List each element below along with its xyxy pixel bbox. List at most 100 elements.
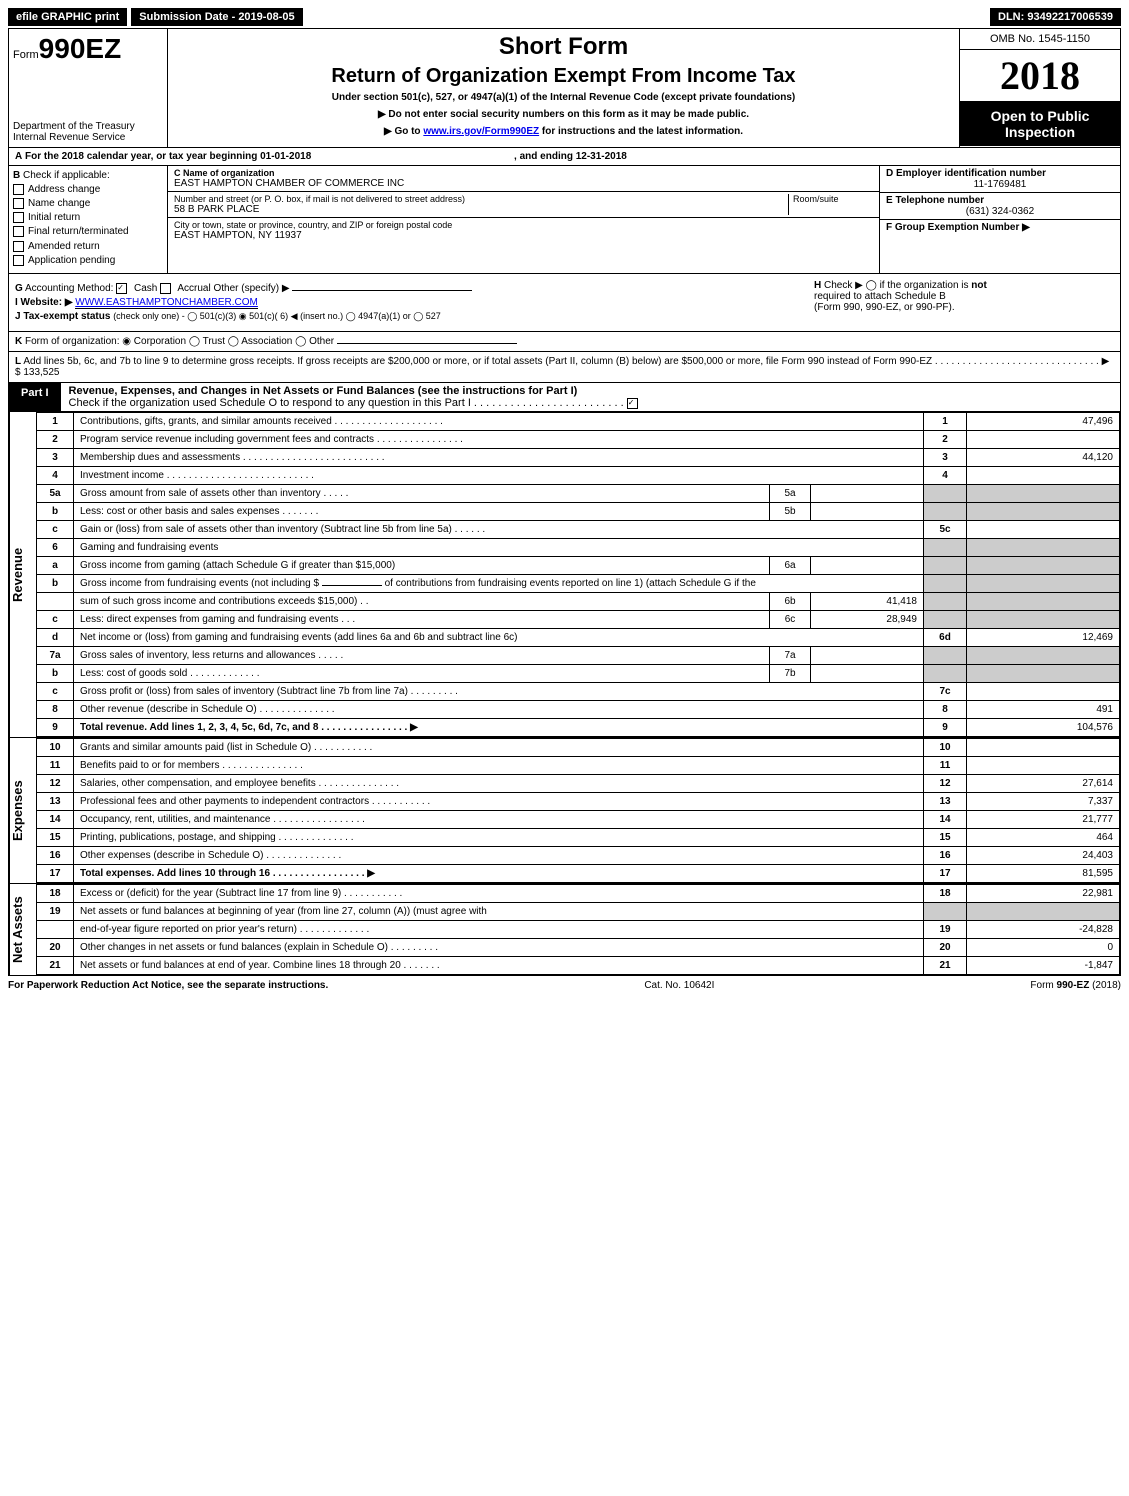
- radio-cash-icon[interactable]: [116, 283, 127, 294]
- expenses-section: Expenses 10Grants and similar amounts pa…: [9, 737, 1120, 883]
- line-ref: 15: [924, 828, 967, 846]
- irs-link[interactable]: www.irs.gov/Form990EZ: [423, 126, 539, 137]
- dept2: Internal Revenue Service: [13, 132, 163, 143]
- check-label: Final return/terminated: [28, 227, 129, 238]
- line-desc: Program service revenue including govern…: [74, 430, 924, 448]
- line-num: 5a: [37, 484, 74, 502]
- check-amended-return[interactable]: Amended return: [13, 241, 163, 252]
- line-val: 491: [967, 700, 1120, 718]
- checkbox-icon[interactable]: [13, 241, 24, 252]
- line-desc: Gross sales of inventory, less returns a…: [74, 646, 770, 664]
- check-application-pending[interactable]: Application pending: [13, 255, 163, 266]
- line-num: b: [37, 664, 74, 682]
- line-val: 21,777: [967, 810, 1120, 828]
- table-row: cGross profit or (loss) from sales of in…: [37, 682, 1120, 700]
- table-row: 15Printing, publications, postage, and s…: [37, 828, 1120, 846]
- j-label: J Tax-exempt status: [15, 311, 110, 322]
- city-value: EAST HAMPTON, NY 11937: [174, 230, 873, 241]
- line-num: c: [37, 682, 74, 700]
- b-text: Check if applicable:: [23, 170, 110, 181]
- line-l: L Add lines 5b, 6c, and 7b to line 9 to …: [9, 352, 1120, 383]
- gh-right: H Check ▶ ◯ if the organization is not r…: [814, 280, 1114, 325]
- line-desc: Membership dues and assessments . . . . …: [74, 448, 924, 466]
- h-not: not: [971, 280, 987, 291]
- line-num: 21: [37, 956, 74, 974]
- shaded-cell: [967, 502, 1120, 520]
- checkbox-icon[interactable]: [13, 226, 24, 237]
- line-val: [967, 738, 1120, 756]
- line-num: 11: [37, 756, 74, 774]
- line-num: c: [37, 520, 74, 538]
- line-num: 8: [37, 700, 74, 718]
- efile-button[interactable]: efile GRAPHIC print: [8, 8, 127, 26]
- line6b-pre: Gross income from fundraising events (no…: [80, 578, 322, 589]
- line-ref: 8: [924, 700, 967, 718]
- inter-ref: 5a: [770, 484, 811, 502]
- short-form-title: Short Form: [176, 33, 951, 61]
- line-val: 12,469: [967, 628, 1120, 646]
- check-initial-return[interactable]: Initial return: [13, 212, 163, 223]
- line-ref: 13: [924, 792, 967, 810]
- table-row: 10Grants and similar amounts paid (list …: [37, 738, 1120, 756]
- entity-section: B Check if applicable: Address change Na…: [9, 166, 1120, 274]
- line6b-post: of contributions from fundraising events…: [382, 578, 756, 589]
- table-row: 5aGross amount from sale of assets other…: [37, 484, 1120, 502]
- checkbox-icon[interactable]: [13, 198, 24, 209]
- footer-center: Cat. No. 10642I: [644, 980, 714, 991]
- line-num: 10: [37, 738, 74, 756]
- table-row: 4Investment income . . . . . . . . . . .…: [37, 466, 1120, 484]
- inter-ref: 7b: [770, 664, 811, 682]
- table-row: 2Program service revenue including gover…: [37, 430, 1120, 448]
- line-desc: Total expenses. Add lines 10 through 16 …: [74, 864, 924, 882]
- line-ref: 1: [924, 412, 967, 430]
- table-row: 16Other expenses (describe in Schedule O…: [37, 846, 1120, 864]
- table-row: 14Occupancy, rent, utilities, and mainte…: [37, 810, 1120, 828]
- line-desc: Net income or (loss) from gaming and fun…: [74, 628, 924, 646]
- website-link[interactable]: WWW.EASTHAMPTONCHAMBER.COM: [75, 297, 258, 309]
- table-row: 8Other revenue (describe in Schedule O) …: [37, 700, 1120, 718]
- line-ref: 17: [924, 864, 967, 882]
- check-address-change[interactable]: Address change: [13, 184, 163, 195]
- k-other-input[interactable]: [337, 343, 517, 344]
- part1-checkbox-icon[interactable]: [627, 398, 638, 409]
- line-ref: 18: [924, 884, 967, 902]
- line-num: [37, 920, 74, 938]
- netassets-section: Net Assets 18Excess or (deficit) for the…: [9, 883, 1120, 975]
- line-desc: Professional fees and other payments to …: [74, 792, 924, 810]
- table-row: 3Membership dues and assessments . . . .…: [37, 448, 1120, 466]
- h-text3: (Form 990, 990-EZ, or 990-PF).: [814, 302, 1114, 313]
- line-num: 20: [37, 938, 74, 956]
- line6b-input[interactable]: [322, 585, 382, 586]
- table-row: bLess: cost or other basis and sales exp…: [37, 502, 1120, 520]
- revenue-section: Revenue 1Contributions, gifts, grants, a…: [9, 412, 1120, 737]
- line-desc: Less: cost of goods sold . . . . . . . .…: [74, 664, 770, 682]
- line-val: 22,981: [967, 884, 1120, 902]
- check-final-return[interactable]: Final return/terminated: [13, 226, 163, 237]
- room-block: Room/suite: [788, 194, 873, 215]
- check-name-change[interactable]: Name change: [13, 198, 163, 209]
- l-label: L: [15, 356, 21, 367]
- room-label: Room/suite: [793, 194, 873, 204]
- footer-right-form: 990-EZ: [1057, 980, 1090, 991]
- line-val: [967, 756, 1120, 774]
- line-ref: 14: [924, 810, 967, 828]
- checkbox-icon[interactable]: [13, 184, 24, 195]
- line-desc: end-of-year figure reported on prior yea…: [74, 920, 924, 938]
- expenses-label: Expenses: [9, 738, 36, 883]
- line-ref: 4: [924, 466, 967, 484]
- radio-accrual-icon[interactable]: [160, 283, 171, 294]
- part1-header-row: Part I Revenue, Expenses, and Changes in…: [9, 383, 1120, 412]
- directive2-post: for instructions and the latest informat…: [539, 126, 743, 137]
- g-other-input[interactable]: [292, 290, 472, 291]
- line-ref: 16: [924, 846, 967, 864]
- checkbox-icon[interactable]: [13, 212, 24, 223]
- shaded-cell: [924, 664, 967, 682]
- checkbox-icon[interactable]: [13, 255, 24, 266]
- shaded-cell: [967, 902, 1120, 920]
- g-label: G: [15, 283, 23, 294]
- table-row: bLess: cost of goods sold . . . . . . . …: [37, 664, 1120, 682]
- inter-ref: 7a: [770, 646, 811, 664]
- line-ref: 20: [924, 938, 967, 956]
- submission-date: Submission Date - 2019-08-05: [131, 8, 302, 26]
- subtitle: Under section 501(c), 527, or 4947(a)(1)…: [176, 92, 951, 103]
